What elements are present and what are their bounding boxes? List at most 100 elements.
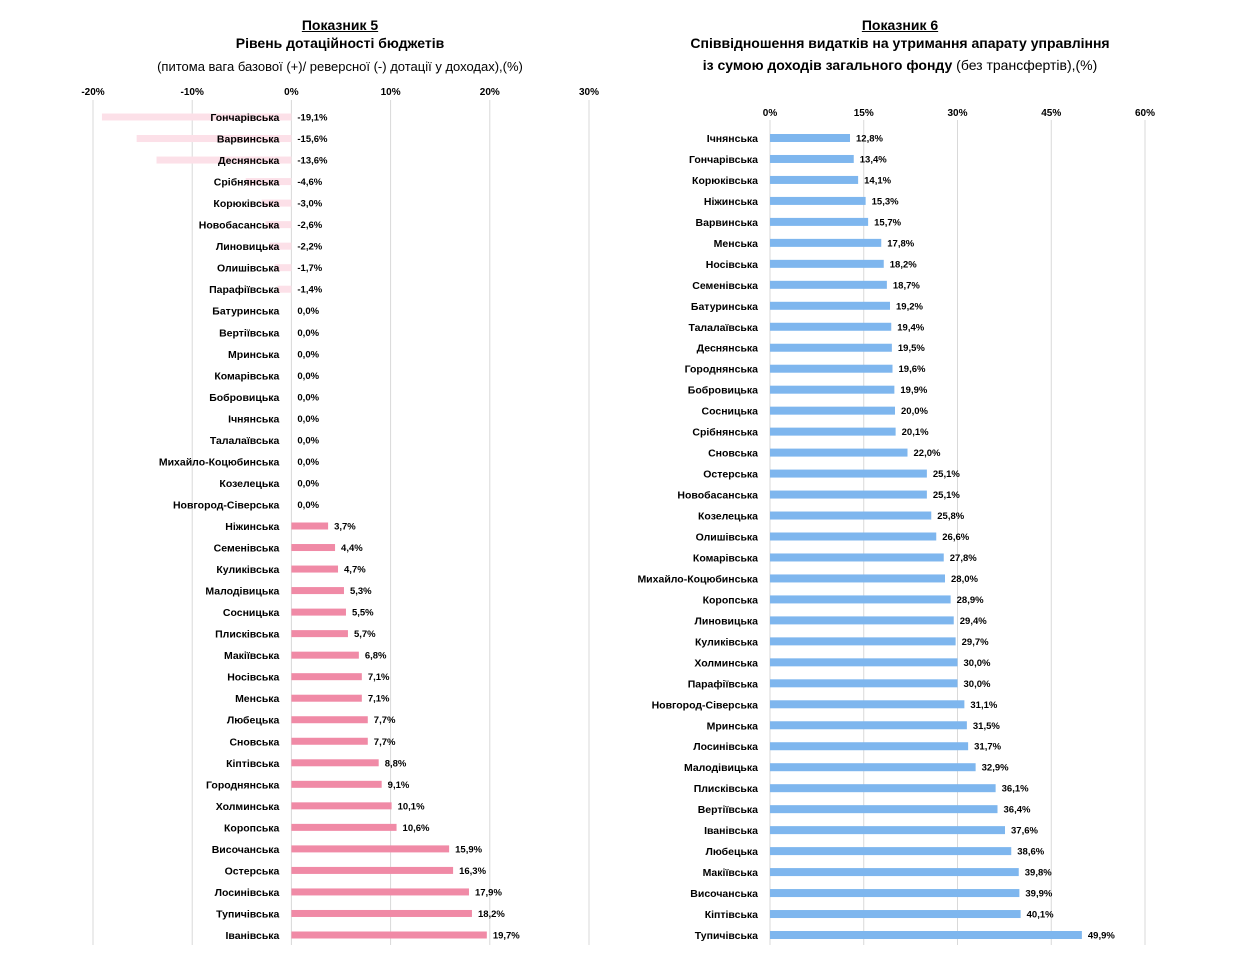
- left-category-label: Гончарівська: [210, 112, 279, 124]
- left-data-label: 4,4%: [341, 543, 363, 554]
- left-tick-label: 20%: [480, 87, 500, 98]
- left-data-label: -3,0%: [297, 199, 322, 210]
- left-data-label: 0,0%: [297, 392, 319, 403]
- right-bar: [770, 511, 932, 520]
- right-bar: [770, 889, 1020, 898]
- right-bar: [770, 385, 895, 394]
- left-category-label: Семенівська: [214, 543, 280, 555]
- left-data-label: 16,3%: [459, 866, 486, 877]
- left-data-label: -15,6%: [297, 134, 328, 145]
- left-data-label: 5,7%: [354, 629, 376, 640]
- right-bar: [770, 364, 893, 373]
- left-category-label: Варвинська: [217, 134, 280, 146]
- right-bar: [770, 910, 1021, 919]
- right-category-label: Талалаївська: [688, 322, 758, 334]
- right-data-label: 15,7%: [874, 217, 901, 228]
- right-data-label: 27,8%: [950, 553, 977, 564]
- right-category-label: Олишівська: [696, 532, 759, 544]
- right-data-label: 40,1%: [1027, 910, 1054, 921]
- right-chart-title-line2-block: із сумою доходів загального фонду (без т…: [620, 56, 1180, 74]
- left-bar: [291, 845, 450, 853]
- left-bar: [291, 544, 336, 552]
- left-tick-label: -10%: [181, 87, 204, 98]
- left-category-label: Холминська: [216, 801, 280, 813]
- right-category-label: Куликівська: [695, 636, 758, 648]
- right-bar: [770, 616, 954, 625]
- right-data-label: 25,1%: [933, 469, 960, 480]
- right-bar: [770, 826, 1005, 835]
- right-chart-indicator: Показник 6: [861, 17, 939, 33]
- left-data-label: 0,0%: [297, 371, 319, 382]
- right-category-label: Комарівська: [693, 552, 758, 564]
- left-category-label: Новгород-Сіверська: [173, 499, 280, 511]
- left-category-label: Сновська: [229, 736, 279, 748]
- right-bar: [770, 868, 1019, 877]
- right-data-label: 22,0%: [914, 448, 941, 459]
- right-bar: [770, 805, 998, 814]
- left-chart-subtitle: (питома вага базової (+)/ реверсної (-) …: [157, 59, 523, 74]
- right-category-label: Батуринська: [691, 301, 758, 313]
- right-category-label: Мринська: [707, 720, 759, 732]
- right-data-label: 39,9%: [1025, 889, 1052, 900]
- left-category-label: Кіптівська: [226, 758, 279, 770]
- right-data-label: 31,7%: [974, 742, 1001, 753]
- left-category-label: Височанська: [212, 844, 280, 856]
- left-data-label: -4,6%: [297, 177, 322, 188]
- left-bar: [291, 802, 392, 810]
- right-bar: [770, 721, 967, 730]
- left-data-label: -1,4%: [297, 285, 322, 296]
- right-data-label: 31,5%: [973, 721, 1000, 732]
- left-category-label: Куликівська: [216, 564, 279, 576]
- left-data-label: 7,7%: [374, 737, 396, 748]
- left-category-label: Макіївська: [224, 650, 280, 662]
- left-bar: [291, 522, 329, 530]
- left-bar: [265, 221, 292, 229]
- left-category-label: Любецька: [227, 715, 280, 727]
- right-data-label: 31,1%: [970, 700, 997, 711]
- left-category-label: Плисківська: [215, 629, 279, 641]
- right-category-label: Плисківська: [694, 783, 758, 795]
- right-data-label: 14,1%: [864, 175, 891, 186]
- right-bar: [770, 553, 944, 562]
- right-data-label: 25,8%: [937, 511, 964, 522]
- right-category-label: Лосинівська: [693, 741, 758, 753]
- right-data-label: 19,2%: [896, 301, 923, 312]
- left-data-label: 0,0%: [297, 478, 319, 489]
- right-bar: [770, 763, 976, 772]
- right-tick-label: 60%: [1135, 108, 1155, 119]
- right-data-label: 18,2%: [890, 259, 917, 270]
- left-chart-indicator: Показник 5: [301, 17, 379, 33]
- left-category-label: Талалаївська: [210, 435, 280, 447]
- right-category-label: Парафіївська: [688, 678, 758, 690]
- right-category-label: Макіївська: [703, 867, 759, 879]
- right-bar: [770, 658, 958, 667]
- right-chart-title-line2: із сумою доходів загального фонду: [702, 57, 953, 73]
- right-bar: [770, 532, 937, 541]
- left-bar: [136, 135, 292, 143]
- left-bar: [291, 931, 487, 939]
- right-bar: [770, 574, 945, 583]
- right-bar: [770, 406, 895, 415]
- right-bar: [770, 154, 854, 163]
- left-bar: [291, 866, 454, 874]
- left-category-label: Ніжинська: [225, 521, 279, 533]
- left-category-label: Городнянська: [206, 779, 280, 791]
- right-chart-title-line1: Співвідношення видатків на утримання апа…: [690, 35, 1110, 51]
- right-data-label: 15,3%: [872, 196, 899, 207]
- right-bar: [770, 490, 927, 499]
- right-category-label: Ніжинська: [704, 196, 758, 208]
- right-category-label: Малодівицька: [684, 762, 758, 774]
- left-data-label: 19,7%: [493, 931, 520, 942]
- left-bar: [291, 565, 339, 573]
- right-bar-chart: 0% 15% 30% 45% 60% Ічнянська 12,8% Гончарівська…: [637, 108, 1155, 945]
- left-tick-label: -20%: [81, 87, 104, 98]
- left-data-label: 0,0%: [297, 306, 319, 317]
- right-bar: [770, 322, 892, 331]
- right-category-label: Новобасанська: [677, 490, 758, 502]
- right-data-label: 49,9%: [1088, 931, 1115, 942]
- right-bar: [770, 679, 958, 688]
- right-data-label: 17,8%: [887, 238, 914, 249]
- left-data-label: 10,1%: [398, 801, 425, 812]
- left-bar: [291, 630, 348, 638]
- left-tick-label: 0%: [284, 87, 299, 98]
